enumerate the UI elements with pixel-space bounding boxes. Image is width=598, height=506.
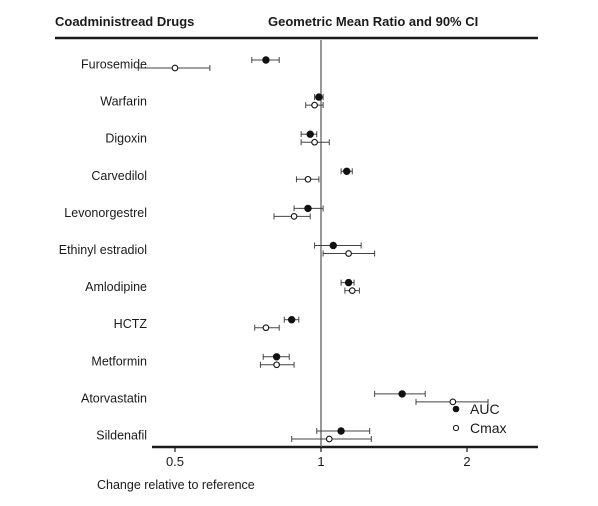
auc-point-carvedilol [343, 167, 351, 175]
legend-label-cmax: Cmax [470, 420, 507, 436]
x-tick-label-0-5: 0.5 [166, 454, 184, 469]
auc-point-sildenafil [337, 427, 345, 435]
drug-label-metformin: Metformin [91, 354, 147, 368]
drug-label-sildenafil: Sildenafil [96, 429, 147, 443]
cmax-mark-furosemide [137, 64, 211, 72]
cmax-point-amlodipine [348, 287, 356, 294]
auc-point-metformin [272, 353, 281, 361]
cmax-mark-levonorgestrel [273, 213, 311, 220]
cmax-point-levonorgestrel [290, 213, 298, 220]
cmax-mark-digoxin [300, 138, 330, 146]
cmax-mark-metformin [259, 361, 295, 369]
x-tick-label-2: 2 [463, 454, 470, 469]
drug-label-hctz: HCTZ [114, 317, 148, 331]
drug-label-amlodipine: Amlodipine [85, 280, 147, 294]
auc-mark-ethinyl-estradiol [314, 241, 362, 250]
auc-point-atorvastatin [398, 390, 406, 398]
legend-marker-cmax [452, 424, 460, 432]
drug-label-ethinyl-estradiol: Ethinyl estradiol [59, 243, 147, 257]
cmax-point-ethinyl-estradiol [345, 250, 352, 257]
drug-label-levonorgestrel: Levonorgestrel [64, 206, 147, 220]
auc-point-amlodipine [344, 278, 353, 287]
auc-mark-atorvastatin [374, 390, 426, 398]
drug-label-digoxin: Digoxin [105, 132, 147, 146]
cmax-point-hctz [262, 324, 270, 332]
auc-mark-carvedilol [340, 167, 353, 175]
auc-mark-amlodipine [340, 278, 355, 287]
auc-mark-hctz [283, 316, 300, 324]
cmax-mark-carvedilol [295, 175, 320, 183]
cmax-point-atorvastatin [449, 398, 457, 406]
cmax-point-metformin [273, 361, 280, 369]
cmax-mark-sildenafil [291, 435, 372, 443]
auc-point-hctz [287, 316, 296, 324]
drug-label-atorvastatin: Atorvastatin [81, 391, 147, 405]
drug-label-carvedilol: Carvedilol [91, 169, 147, 183]
auc-point-ethinyl-estradiol [329, 241, 337, 250]
auc-point-warfarin [315, 93, 323, 101]
legend-marker-auc [452, 405, 460, 413]
cmax-mark-ethinyl-estradiol [322, 250, 376, 257]
cmax-mark-hctz [254, 324, 280, 332]
cmax-point-sildenafil [325, 435, 333, 443]
cmax-mark-warfarin [305, 101, 324, 109]
cmax-point-carvedilol [304, 175, 312, 183]
auc-point-levonorgestrel [304, 204, 312, 213]
auc-mark-sildenafil [316, 427, 371, 435]
auc-point-furosemide [262, 56, 270, 64]
auc-mark-warfarin [314, 93, 324, 101]
auc-point-digoxin [306, 130, 314, 138]
drugs-column-header: Coadministread Drugs [55, 14, 195, 29]
drug-label-furosemide: Furosemide [81, 58, 147, 72]
cmax-mark-atorvastatin [415, 398, 489, 406]
auc-mark-furosemide [251, 56, 280, 64]
drug-label-warfarin: Warfarin [100, 95, 147, 109]
cmax-mark-amlodipine [344, 287, 360, 294]
auc-mark-digoxin [300, 130, 318, 138]
x-tick-label-1: 1 [317, 454, 324, 469]
auc-mark-metformin [262, 353, 290, 361]
cmax-point-digoxin [311, 138, 318, 146]
cmax-point-furosemide [171, 64, 179, 72]
chart-column-header: Geometric Mean Ratio and 90% CI [268, 14, 479, 29]
auc-mark-levonorgestrel [293, 204, 324, 213]
cmax-point-warfarin [311, 101, 318, 109]
legend-label-auc: AUC [470, 401, 500, 417]
x-axis-label: Change relative to reference [97, 478, 255, 492]
